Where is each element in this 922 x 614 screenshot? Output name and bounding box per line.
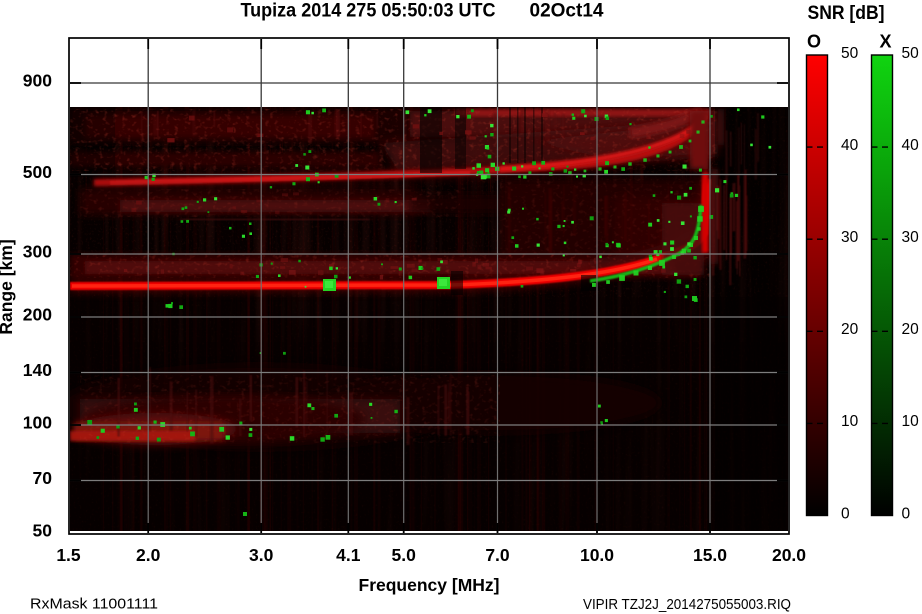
svg-text:10.0: 10.0 — [580, 545, 614, 565]
svg-text:1.5: 1.5 — [56, 545, 81, 565]
svg-text:50: 50 — [841, 45, 859, 62]
svg-text:200: 200 — [23, 305, 52, 325]
svg-text:4.1: 4.1 — [336, 545, 361, 565]
svg-text:5.0: 5.0 — [392, 545, 417, 565]
svg-text:40: 40 — [902, 137, 920, 154]
svg-text:500: 500 — [23, 162, 52, 182]
svg-text:2.0: 2.0 — [136, 545, 161, 565]
svg-text:20: 20 — [841, 321, 859, 338]
svg-text:X: X — [879, 32, 891, 52]
svg-text:10: 10 — [902, 413, 920, 430]
svg-text:Tupiza 2014 275 05:50:03 UTC: Tupiza 2014 275 05:50:03 UTC — [241, 1, 496, 22]
svg-text:900: 900 — [23, 71, 52, 91]
svg-text:70: 70 — [33, 468, 53, 488]
svg-text:VIPIR TZJ2J_2014275055003.RIQ: VIPIR TZJ2J_2014275055003.RIQ — [583, 597, 791, 613]
svg-text:RxMask 11001111: RxMask 11001111 — [30, 596, 158, 613]
svg-text:300: 300 — [23, 242, 52, 262]
svg-text:20.0: 20.0 — [772, 545, 806, 565]
svg-text:15.0: 15.0 — [693, 545, 727, 565]
svg-text:140: 140 — [23, 360, 52, 380]
svg-text:100: 100 — [23, 413, 52, 433]
svg-text:50: 50 — [33, 521, 53, 541]
svg-text:10: 10 — [841, 413, 859, 430]
svg-text:Frequency [MHz]: Frequency [MHz] — [359, 575, 500, 595]
svg-text:40: 40 — [841, 137, 859, 154]
svg-text:SNR [dB]: SNR [dB] — [808, 3, 885, 24]
svg-text:3.0: 3.0 — [249, 545, 274, 565]
svg-text:Range [km]: Range [km] — [0, 239, 16, 334]
svg-text:02Oct14: 02Oct14 — [530, 1, 604, 22]
svg-text:20: 20 — [902, 321, 920, 338]
svg-text:30: 30 — [841, 229, 859, 246]
svg-text:0: 0 — [841, 505, 850, 522]
svg-text:7.0: 7.0 — [485, 545, 510, 565]
svg-text:0: 0 — [902, 505, 911, 522]
svg-text:50: 50 — [902, 45, 920, 62]
svg-text:O: O — [807, 32, 821, 52]
svg-text:30: 30 — [902, 229, 920, 246]
